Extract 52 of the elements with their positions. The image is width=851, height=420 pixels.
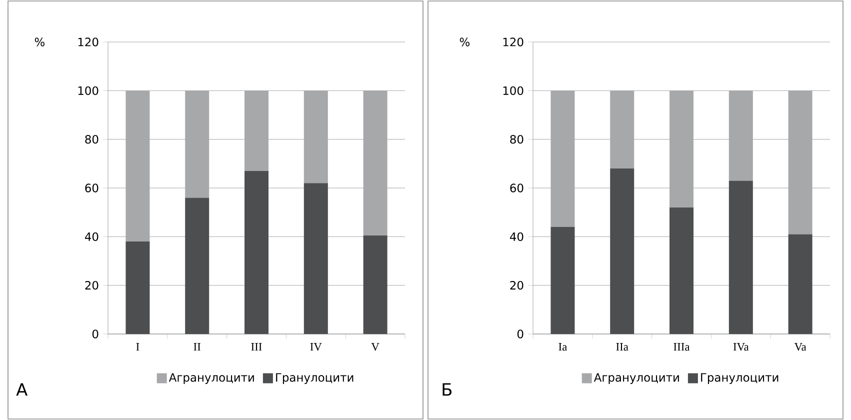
y-tick-label: 20 — [510, 281, 524, 290]
x-tick-label: I — [136, 343, 140, 351]
y-axis-title: % — [34, 38, 45, 46]
text: Б — [442, 383, 452, 396]
bar — [670, 207, 694, 334]
y-tick-label: 40 — [510, 232, 524, 241]
bar — [304, 183, 328, 334]
y-tick-label: 100 — [503, 86, 524, 95]
x-tick-label: Va — [794, 343, 806, 351]
bar — [126, 90, 150, 242]
bar — [304, 90, 328, 184]
bar — [728, 90, 753, 181]
y-tick-label: 0 — [92, 330, 98, 338]
y-tick-label: 60 — [85, 184, 98, 192]
x-tick-label: II — [194, 343, 201, 351]
y-tick-label: 40 — [84, 232, 98, 241]
legend-label: Агранулоцити — [168, 373, 254, 384]
x-tick-label: IIa — [616, 343, 628, 351]
y-tick-label: 60 — [510, 184, 524, 192]
bar — [126, 242, 150, 334]
bar — [244, 170, 269, 334]
legend-label: Агранулоцити — [594, 373, 679, 384]
bar — [728, 180, 753, 334]
y-axis-title: % — [460, 38, 470, 46]
y-tick-label: 80 — [85, 135, 98, 144]
x-tick-label: Ia — [558, 343, 567, 351]
bar — [788, 90, 812, 234]
x-tick-label: IV — [310, 343, 322, 351]
x-tick-label: IVa — [733, 343, 749, 351]
y-tick-label: 120 — [503, 38, 524, 46]
bar — [363, 90, 388, 236]
bar — [788, 234, 812, 334]
bar — [610, 168, 634, 334]
bar — [244, 90, 269, 171]
bar — [550, 226, 575, 334]
y-tick-label: 100 — [78, 86, 98, 95]
y-tick-label: 120 — [78, 38, 98, 46]
bar — [670, 90, 694, 208]
text: А — [16, 383, 28, 396]
x-tick-label: III — [251, 343, 262, 351]
x-tick-label: V — [371, 343, 380, 351]
y-tick-label: 20 — [85, 281, 98, 290]
y-tick-label: 80 — [510, 135, 524, 144]
legend-label: Гранулоцити — [701, 373, 778, 384]
legend-label: Гранулоцити — [276, 373, 354, 384]
bar — [185, 198, 210, 334]
bar — [550, 90, 575, 227]
y-tick-label: 0 — [517, 330, 524, 338]
bar — [185, 90, 210, 198]
bar — [363, 235, 388, 334]
x-tick-label: IIIa — [674, 343, 690, 351]
bar — [610, 90, 634, 169]
